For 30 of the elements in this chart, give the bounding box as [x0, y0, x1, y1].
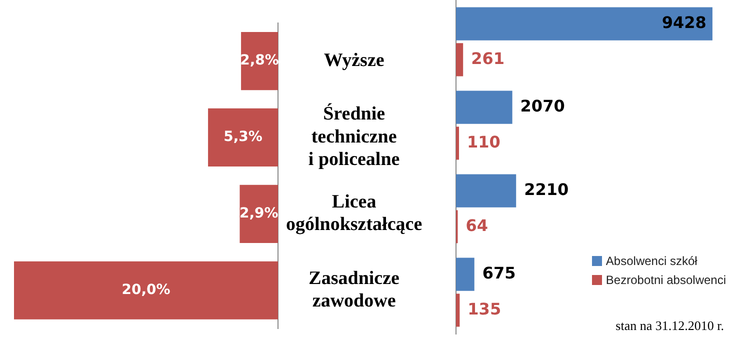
legend-label: Bezrobotni absolwenci: [606, 273, 726, 287]
data-label: 2,8%: [240, 52, 279, 69]
data-label: 2210: [524, 180, 569, 199]
y-tick-label: Wyższe: [324, 50, 384, 71]
bar: [456, 258, 474, 291]
data-label: 2,9%: [239, 206, 278, 222]
data-label: 110: [466, 132, 500, 152]
bar: [456, 174, 516, 208]
y-tick-label: Licea ogólnokształcące: [286, 191, 422, 236]
data-label: 5,3%: [224, 129, 262, 146]
data-label: 20,0%: [122, 282, 170, 298]
y-tick-label: Średnie techniczne i policealne: [308, 102, 400, 170]
bar: [208, 108, 278, 167]
bar: [456, 90, 512, 124]
y-tick-label: Zasadnicze zawodowe: [308, 268, 400, 312]
bar: [240, 184, 278, 243]
bar: [14, 261, 278, 320]
data-label: 2070: [520, 96, 565, 116]
data-label: 64: [466, 216, 488, 235]
data-label: 135: [468, 299, 502, 318]
bar: [456, 294, 460, 327]
data-label: 261: [471, 48, 505, 68]
bar: [456, 7, 712, 40]
data-label: 675: [482, 263, 516, 282]
bar: [456, 43, 464, 76]
annotation: stan na 31.12.2010 r.: [616, 318, 724, 334]
bar: [241, 32, 278, 90]
bar: [456, 126, 459, 160]
legend-label: Absolwenci szkół: [606, 254, 698, 268]
data-label: 9428: [662, 12, 706, 32]
